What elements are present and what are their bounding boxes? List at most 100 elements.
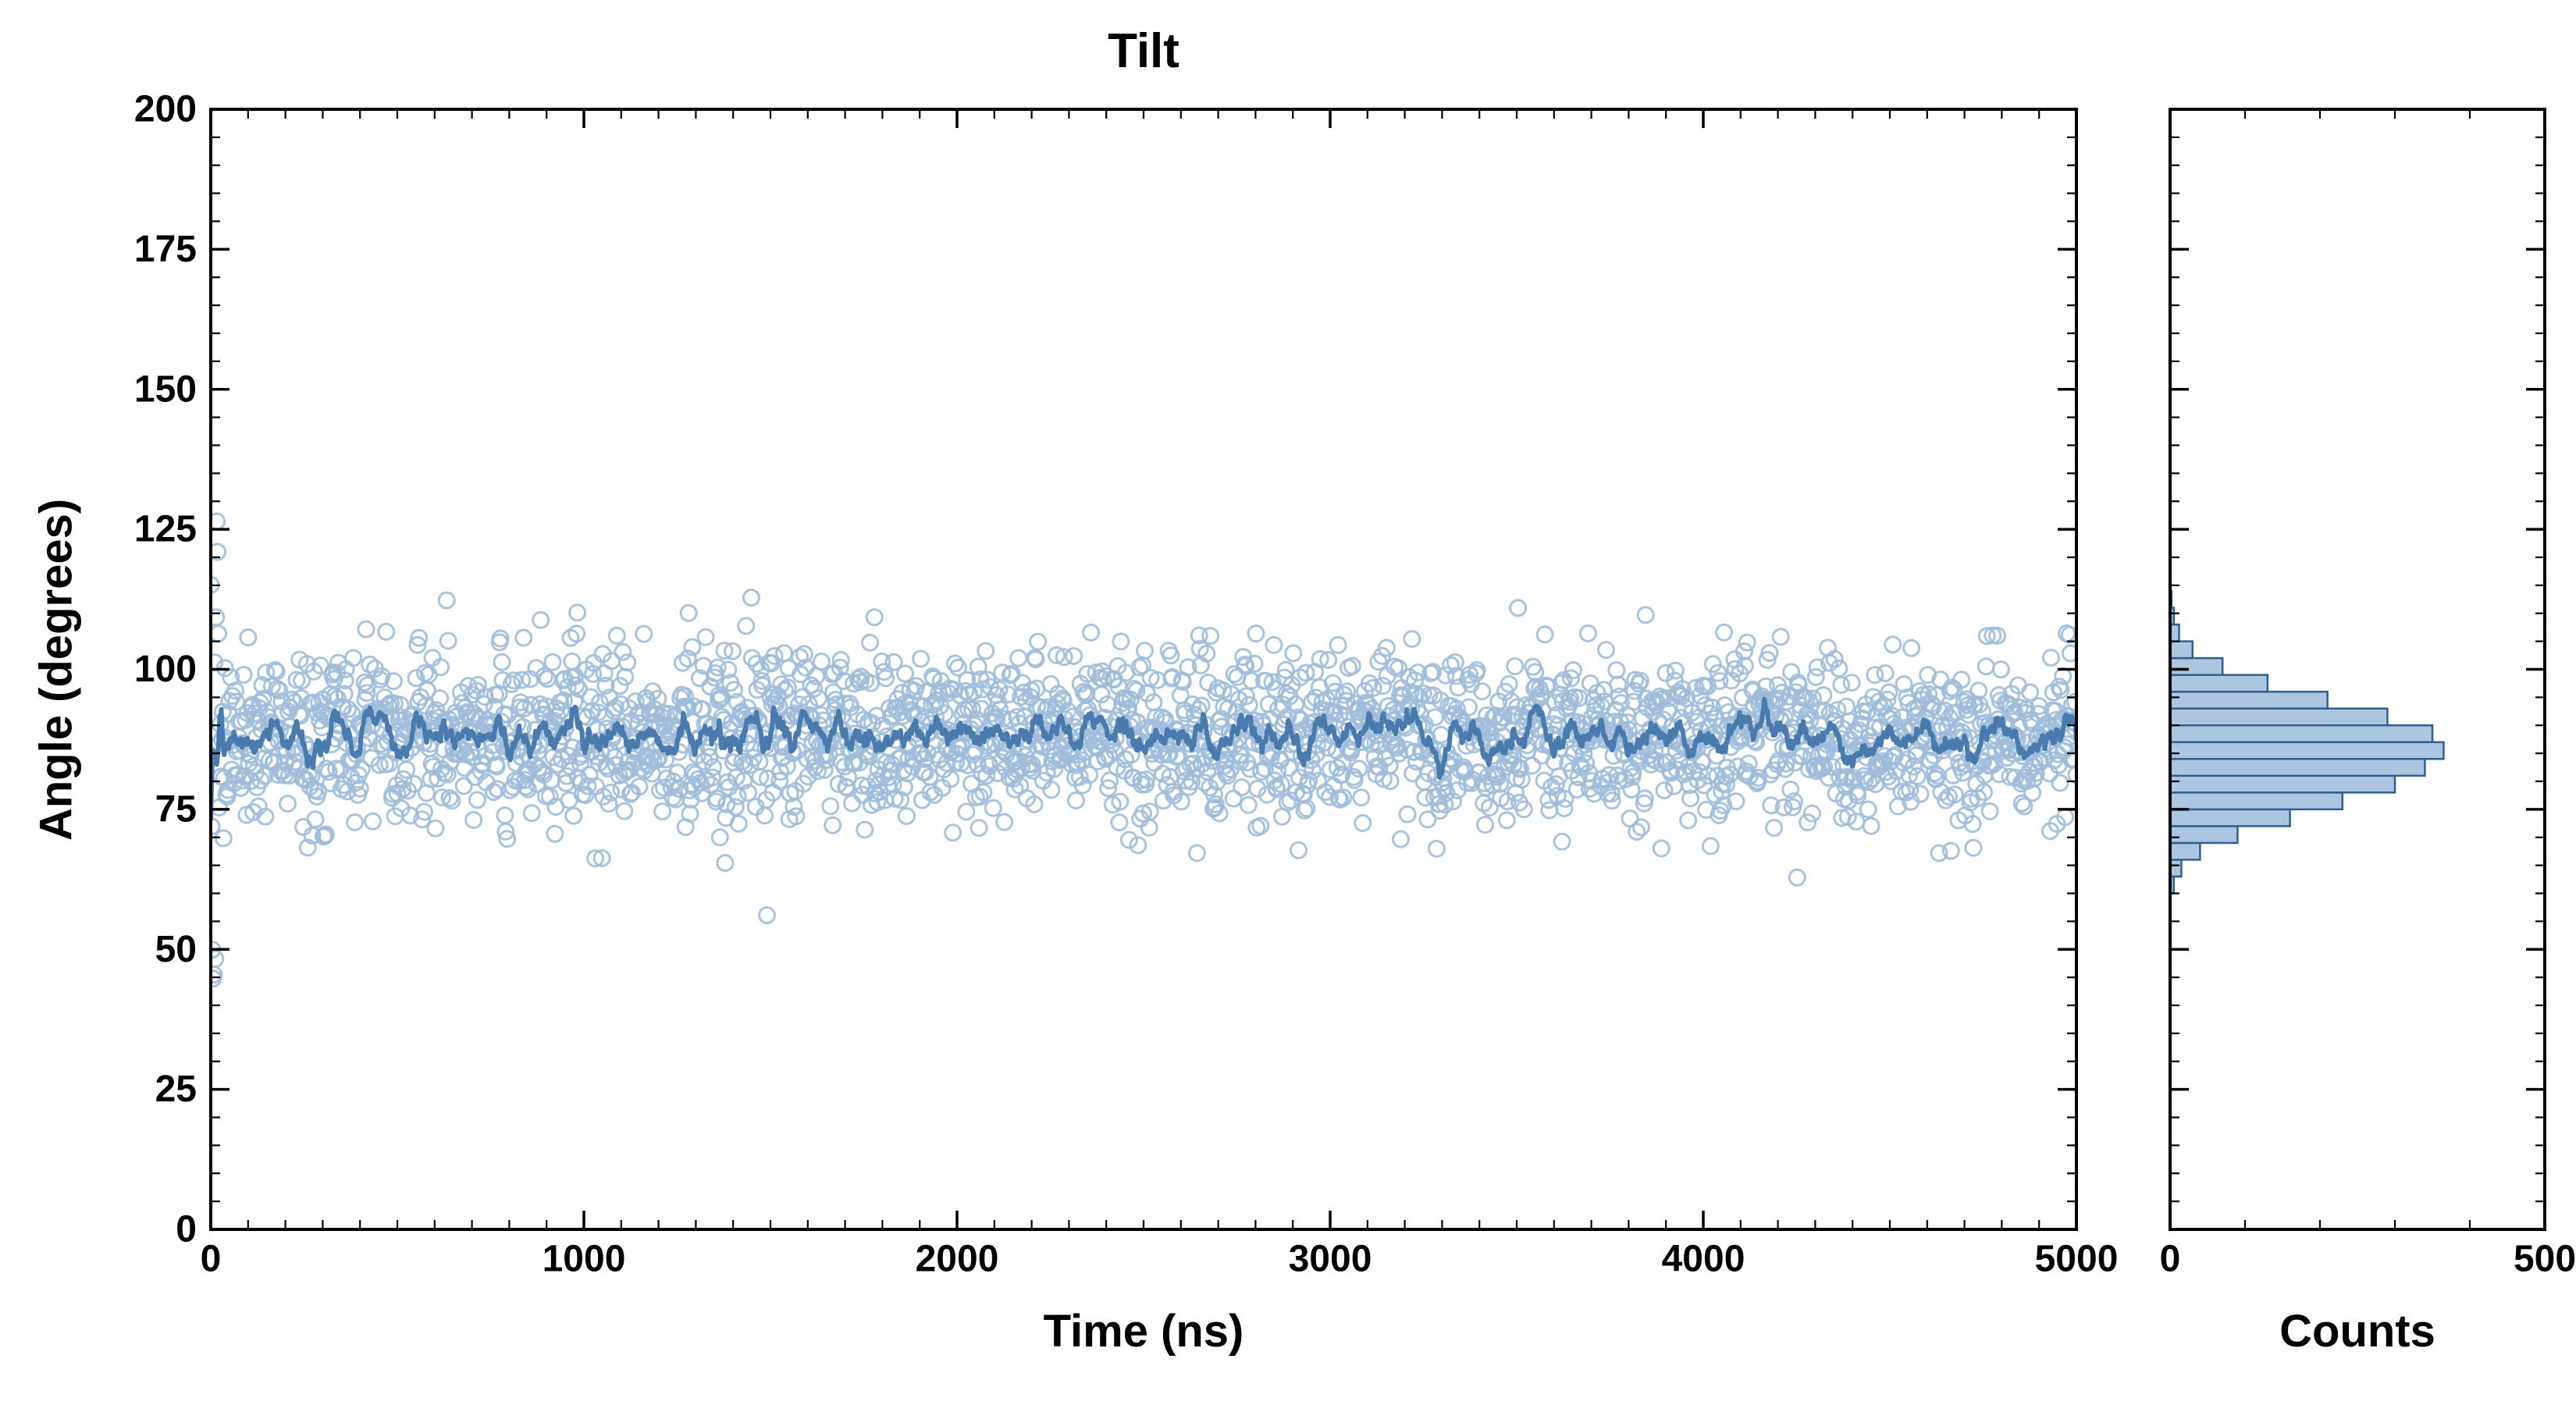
- scatter-point: [1427, 839, 1446, 858]
- scatter-point: [413, 810, 432, 829]
- scatter-point: [865, 608, 884, 627]
- scatter-point: [1473, 682, 1492, 701]
- scatter-point: [279, 795, 297, 813]
- scatter-point: [758, 906, 777, 925]
- scatter-point: [860, 747, 879, 766]
- scatter-point: [675, 687, 694, 706]
- scatter-point: [502, 674, 521, 693]
- scatter-point: [1631, 818, 1650, 837]
- scatter-point: [568, 603, 587, 622]
- scatter-point: [1832, 675, 1851, 694]
- hist-x-tick-label: 500: [2514, 1239, 2576, 1280]
- scatter-point: [491, 629, 510, 648]
- scatter-point: [211, 542, 227, 561]
- scatter-point: [1099, 779, 1118, 798]
- scatter-point: [1726, 660, 1745, 678]
- scatter-point: [1345, 770, 1364, 789]
- scatter-point: [891, 791, 910, 809]
- scatter-point: [1389, 659, 1408, 678]
- scatter-point: [993, 663, 1012, 682]
- scatter-point: [1974, 783, 1993, 802]
- scatter-point: [1278, 793, 1297, 812]
- scatter-point: [1609, 675, 1628, 694]
- scatter-point: [352, 760, 371, 779]
- y-tick-label: 100: [134, 649, 197, 690]
- scatter-point: [292, 688, 311, 707]
- scatter-point: [1765, 819, 1784, 838]
- scatter-point: [1248, 779, 1267, 798]
- scatter-point: [1908, 767, 1927, 785]
- scatter-point: [1055, 648, 1073, 667]
- scatter-point: [1602, 784, 1621, 803]
- scatter-point: [868, 793, 887, 812]
- scatter-point: [432, 658, 450, 677]
- y-tick-label: 200: [134, 89, 197, 130]
- scatter-point: [1128, 713, 1147, 731]
- scatter-point: [1777, 754, 1795, 773]
- scatter-point: [1025, 795, 1044, 813]
- scatter-point: [1735, 642, 1753, 660]
- scatter-point: [1727, 792, 1745, 811]
- scatter-point: [1910, 681, 1929, 700]
- scatter-point: [567, 676, 585, 695]
- scatter-point: [775, 644, 794, 663]
- scatter-point: [1195, 774, 1214, 792]
- scatter-point: [464, 810, 483, 829]
- y-tick-label: 50: [155, 929, 197, 970]
- scatter-point: [397, 760, 416, 779]
- scatter-point: [1710, 671, 1729, 690]
- scatter-point: [578, 777, 597, 795]
- scatter-point: [626, 692, 645, 711]
- scatter-point: [1554, 670, 1573, 689]
- scatter-point: [270, 681, 289, 700]
- scatter-point: [1352, 788, 1371, 807]
- scatter-point: [770, 696, 788, 715]
- scatter-point: [628, 706, 647, 724]
- scatter-point: [1119, 699, 1137, 718]
- scatter-point: [1245, 654, 1264, 673]
- scatter-point: [1284, 644, 1303, 663]
- scatter-point: [748, 681, 767, 699]
- scatter-point: [1265, 635, 1283, 654]
- scatter-point: [1277, 685, 1296, 703]
- scatter-point: [1446, 653, 1464, 671]
- scatter-point: [630, 777, 649, 796]
- scatter-point: [1242, 671, 1261, 690]
- scatter-point: [733, 752, 752, 770]
- scatter-point: [1556, 790, 1574, 809]
- scatter-point: [1856, 770, 1874, 789]
- scatter-point: [884, 775, 902, 794]
- scatter-point: [805, 679, 824, 698]
- scatter-point: [653, 802, 672, 821]
- scatter-point: [563, 652, 582, 670]
- scatter-point: [912, 649, 930, 668]
- scatter-point: [1828, 700, 1847, 719]
- scatter-point: [1364, 678, 1382, 697]
- scatter-point: [1468, 661, 1486, 680]
- scatter-point: [582, 688, 600, 706]
- scatter-point: [432, 788, 451, 807]
- scatter-point: [1009, 649, 1028, 667]
- scatter-point: [339, 700, 358, 719]
- scatter-point: [1110, 813, 1129, 832]
- scatter-point: [614, 642, 632, 661]
- scatter-point: [211, 624, 228, 643]
- scatter-point: [410, 628, 429, 647]
- scatter-point: [1866, 666, 1884, 685]
- scatter-point: [1535, 625, 1554, 644]
- histogram-bar: [2169, 724, 2434, 744]
- scatter-point: [1876, 664, 1895, 683]
- scatter-point: [283, 690, 301, 709]
- scatter-point: [1636, 606, 1655, 624]
- scatter-point: [877, 669, 895, 688]
- scatter-point: [795, 645, 813, 663]
- scatter-point: [753, 676, 772, 695]
- scatter-point: [742, 649, 761, 667]
- scatter-point: [1443, 792, 1462, 811]
- histogram-bar: [2169, 640, 2194, 660]
- scatter-point: [916, 763, 934, 781]
- x-tick-label: 5000: [2035, 1239, 2119, 1280]
- scatter-point: [737, 617, 756, 635]
- scatter-point: [1162, 646, 1180, 665]
- scatter-point: [685, 697, 703, 716]
